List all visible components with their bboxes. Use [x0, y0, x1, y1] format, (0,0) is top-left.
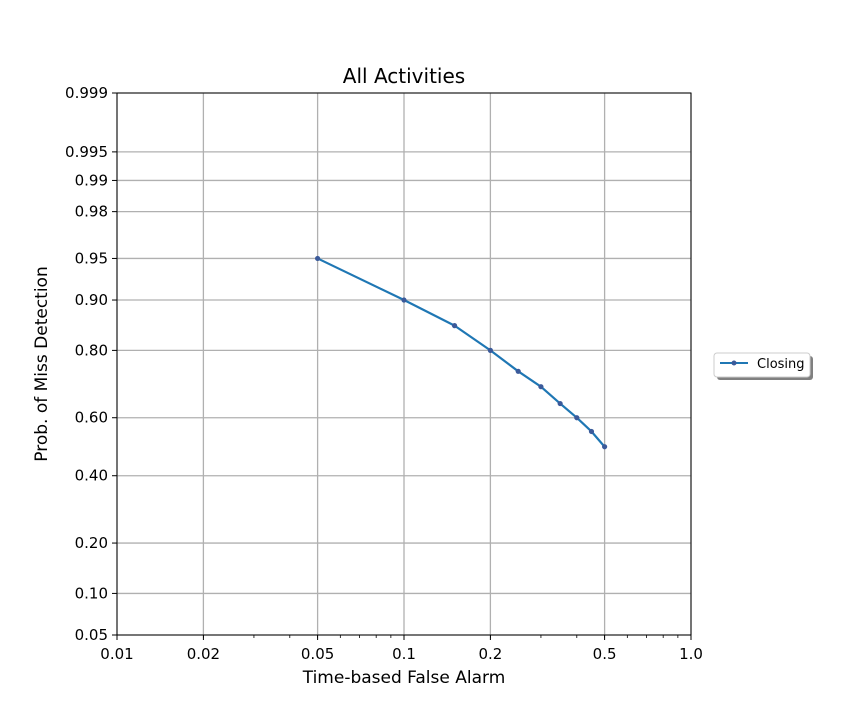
data-point: [451, 323, 458, 329]
series-line-closing: [317, 257, 606, 448]
y-tick-label: 0.60: [75, 409, 108, 427]
data-point: [515, 368, 521, 374]
data-point: [401, 297, 407, 303]
data-point: [557, 400, 563, 407]
y-tick-label: 0.999: [65, 84, 108, 102]
data-point: [588, 428, 595, 435]
y-tick-label: 0.05: [75, 626, 108, 644]
y-tick-label: 0.10: [75, 584, 108, 602]
x-tick-label: 0.1: [392, 645, 416, 663]
y-tick-label: 0.40: [75, 467, 108, 485]
legend-marker: [731, 360, 737, 366]
x-tick-label: 1.0: [679, 645, 703, 663]
x-tick-label: 0.05: [301, 645, 334, 663]
grid-lines: [116, 92, 692, 636]
x-axis: 0.01 0.02 0.05 0.1 0.2 0.5 1.0: [100, 635, 703, 663]
y-axis-label: Prob. of Miss Detection: [32, 266, 52, 461]
y-tick-label: 0.98: [75, 203, 108, 221]
x-tick-label: 0.02: [187, 645, 220, 663]
x-tick-label: 0.2: [478, 645, 502, 663]
y-axis: 0.05 0.10 0.20 0.40 0.60 0.80 0.90 0.95 0.98 0.99…: [65, 84, 117, 644]
y-tick-label: 0.995: [65, 143, 108, 161]
data-point: [315, 255, 321, 262]
series-layer: [315, 255, 608, 450]
x-tick-label: 0.5: [593, 645, 617, 663]
y-tick-label: 0.90: [75, 291, 108, 309]
data-point: [602, 444, 608, 450]
x-tick-label: 0.01: [100, 645, 133, 663]
legend-box: [713, 352, 811, 378]
chart-title: All Activities: [343, 64, 465, 88]
data-point: [574, 415, 580, 421]
data-point: [487, 347, 493, 353]
x-axis-label: Time-based False Alarm: [302, 668, 506, 688]
legend-label: Closing: [757, 357, 805, 372]
y-tick-label: 0.20: [75, 534, 108, 552]
y-tick-label: 0.80: [75, 341, 108, 359]
legend: Closing: [713, 352, 813, 380]
data-point: [538, 384, 544, 390]
y-tick-label: 0.99: [75, 171, 108, 189]
y-tick-label: 0.95: [75, 249, 108, 267]
